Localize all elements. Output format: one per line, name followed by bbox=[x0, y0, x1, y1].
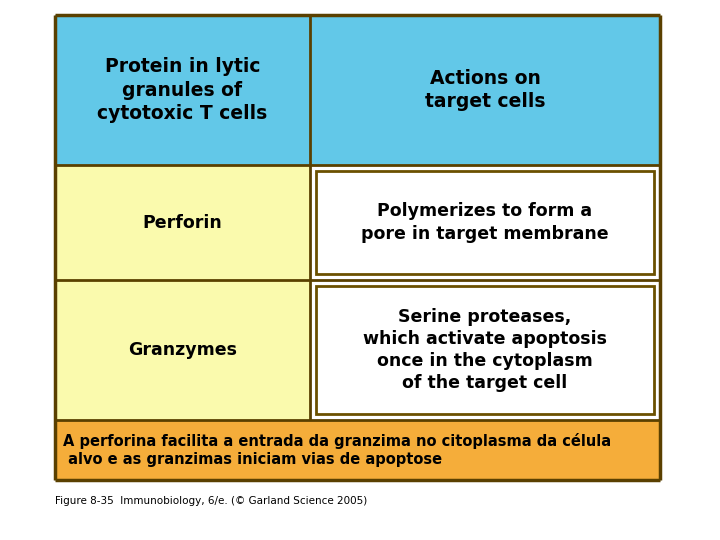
Bar bbox=[55, 280, 310, 420]
Bar bbox=[310, 280, 660, 420]
Text: Figure 8-35  Immunobiology, 6/e. (© Garland Science 2005): Figure 8-35 Immunobiology, 6/e. (© Garla… bbox=[55, 496, 367, 506]
Bar bbox=[55, 165, 310, 280]
Bar bbox=[310, 15, 660, 165]
Text: Serine proteases,
which activate apoptosis
once in the cytoplasm
of the target c: Serine proteases, which activate apoptos… bbox=[363, 308, 607, 392]
Bar bbox=[310, 165, 660, 280]
Bar bbox=[316, 286, 654, 414]
Bar bbox=[55, 15, 310, 165]
Text: Granzymes: Granzymes bbox=[128, 341, 237, 359]
Bar bbox=[316, 171, 654, 274]
Text: Polymerizes to form a
pore in target membrane: Polymerizes to form a pore in target mem… bbox=[361, 202, 609, 242]
Text: Actions on
target cells: Actions on target cells bbox=[425, 69, 545, 111]
Text: A perforina facilita a entrada da granzima no citoplasma da célula
 alvo e as gr: A perforina facilita a entrada da granzi… bbox=[63, 433, 611, 467]
Text: Perforin: Perforin bbox=[143, 213, 222, 232]
Text: Protein in lytic
granules of
cytotoxic T cells: Protein in lytic granules of cytotoxic T… bbox=[97, 57, 268, 123]
Bar bbox=[55, 420, 660, 480]
